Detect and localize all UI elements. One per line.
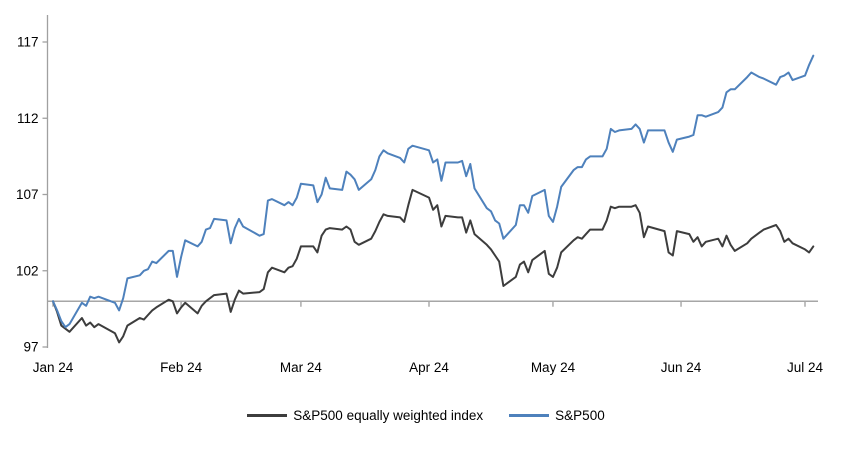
x-tick-label-4: May 24 bbox=[531, 360, 576, 375]
x-tick-label-5: Jun 24 bbox=[661, 360, 702, 375]
y-tick-label-107: 107 bbox=[16, 187, 39, 202]
x-axis-labels: Jan 24 Feb 24 Mar 24 Apr 24 May 24 Jun 24 Jul … bbox=[33, 360, 824, 375]
legend-item-equal-weight: S&P500 equally weighted index bbox=[247, 408, 483, 423]
x-tick-label-1: Feb 24 bbox=[160, 360, 203, 375]
legend-item-sp500: S&P500 bbox=[509, 408, 605, 423]
sp500-equal-weight-line bbox=[52, 188, 815, 344]
x-tick-label-3: Apr 24 bbox=[409, 360, 449, 375]
x-tick-label-6: Jul 24 bbox=[787, 360, 824, 375]
y-axis: 97 102 107 112 117 bbox=[16, 15, 49, 355]
chart-legend: S&P500 equally weighted index S&P500 bbox=[0, 408, 852, 423]
legend-label-sp500: S&P500 bbox=[555, 408, 605, 423]
legend-label-equal-weight: S&P500 equally weighted index bbox=[293, 408, 484, 423]
y-tick-label-97: 97 bbox=[23, 340, 38, 355]
indexed-performance-line-chart: 97 102 107 112 117 Jan 24 Feb 24 Mar 24 Apr 24 M… bbox=[16, 15, 824, 375]
legend-swatch-sp500-line bbox=[509, 414, 550, 417]
y-tick-label-117: 117 bbox=[17, 35, 39, 50]
legend-swatch-equal-weight-line bbox=[247, 414, 288, 417]
y-tick-label-102: 102 bbox=[16, 263, 39, 278]
sp500-line bbox=[52, 54, 815, 329]
chart-series bbox=[52, 54, 815, 344]
x-tick-label-2: Mar 24 bbox=[280, 360, 323, 375]
x-tick-label-0: Jan 24 bbox=[33, 360, 74, 375]
y-tick-label-112: 112 bbox=[17, 111, 39, 126]
